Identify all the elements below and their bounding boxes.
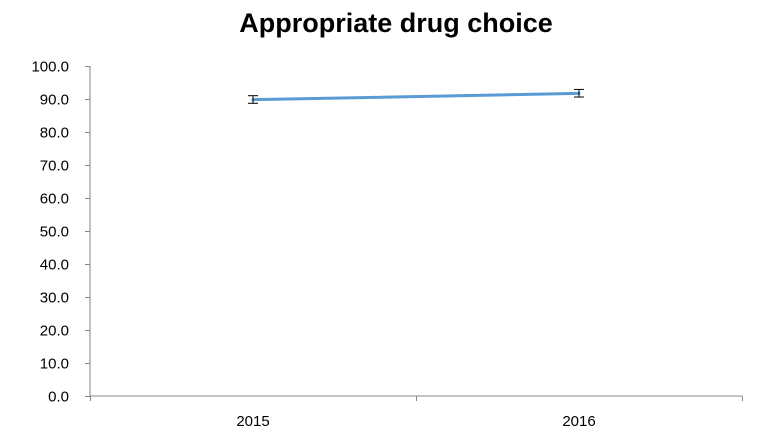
y-tick-label: 70.0 (40, 158, 69, 175)
x-tick-label: 2016 (562, 413, 595, 430)
y-tick-label: 50.0 (40, 224, 69, 241)
y-tick-label: 80.0 (40, 125, 69, 142)
y-tick-label: 90.0 (40, 92, 69, 109)
y-tick-label: 10.0 (40, 356, 69, 373)
y-tick-labels: 0.0 10.0 20.0 30.0 40.0 50.0 60.0 70.0 80.0 90.0 1… (31, 59, 69, 406)
axes (85, 66, 743, 401)
y-tick-label: 20.0 (40, 323, 69, 340)
x-tick-labels: 2015 2016 (236, 413, 595, 430)
y-tick-label: 100.0 (31, 59, 69, 76)
series-line (251, 91, 581, 102)
y-tick-label: 40.0 (40, 257, 69, 274)
chart-title: Appropriate drug choice (239, 8, 553, 38)
y-tick-label: 30.0 (40, 290, 69, 307)
y-tick-label: 60.0 (40, 191, 69, 208)
x-tick-label: 2015 (236, 413, 269, 430)
series-layer (248, 88, 584, 104)
y-tick-label: 0.0 (48, 389, 69, 406)
